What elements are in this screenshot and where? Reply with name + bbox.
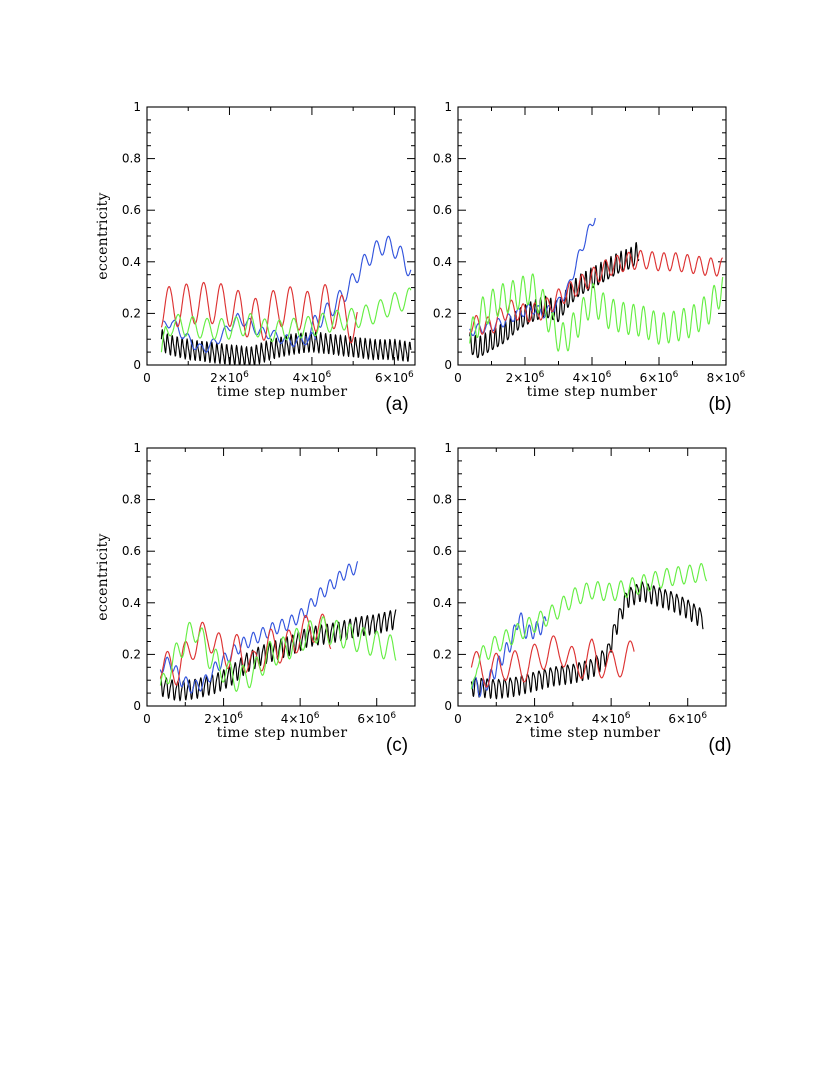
- panel-c-ylabel: eccentricity: [95, 533, 111, 621]
- panel-c-series-group: [159, 561, 397, 702]
- panel-c-ytick-label: 0.8: [122, 493, 141, 507]
- panel-a-series-red-3: [160, 281, 358, 344]
- panel-b-ytick-label: 0.8: [433, 152, 452, 166]
- panel-c: eccentricity time step number (c) 0 0.2 0.…: [95, 441, 416, 756]
- panel-c-series-green-3: [159, 616, 397, 692]
- panel-c-ytick-label: 0.2: [122, 647, 141, 661]
- panel-d-ytick-label: 0.4: [433, 596, 452, 610]
- panel-a-series-group: [160, 235, 412, 365]
- panel-a-xtick-label: 4×106: [293, 370, 332, 385]
- panel-c-xtick-label-zero: 0: [143, 712, 151, 726]
- panel-b-frame: [457, 106, 727, 366]
- panel-c-xlabel: time step number: [217, 725, 348, 741]
- panel-c-xtick-label: 6×106: [357, 711, 396, 726]
- panel-b-tag: (b): [708, 394, 731, 415]
- panel-d-ytick-label: 0.6: [433, 544, 452, 558]
- panel-d-tag: (d): [708, 735, 731, 756]
- panel-c-tag: (c): [386, 735, 408, 756]
- panel-a-ytick-label: 0.6: [122, 203, 141, 217]
- panel-d-xlabel: time step number: [530, 725, 661, 741]
- panel-d-ytick-label: 0.2: [433, 647, 452, 661]
- panel-a-ytick-label: 1: [133, 100, 141, 114]
- panel-d-xtick-label: 2×106: [515, 711, 554, 726]
- panel-c-series-blue-1: [159, 561, 359, 694]
- panel-a-ytick-label: 0.8: [122, 152, 141, 166]
- panel-b-series-red-2: [469, 249, 723, 335]
- panel-b: time step number (b) 0 0.2 0.4 0.6 0.8 1 2×106…: [433, 100, 746, 415]
- panel-a-series-blue-2: [305, 235, 412, 342]
- panel-c-ytick-label: 0.4: [122, 596, 141, 610]
- panel-a-tag: (a): [385, 394, 408, 415]
- panel-d: time step number (d) 0 0.2 0.4 0.6 0.8 1 2×106…: [433, 441, 732, 756]
- panel-b-xlabel: time step number: [527, 384, 658, 400]
- panel-d-series-green-3: [470, 563, 708, 690]
- panel-d-xtick-label: 4×106: [592, 711, 631, 726]
- panel-b-ytick-label: 0: [444, 358, 452, 372]
- panel-a-xtick-label: 6×106: [375, 370, 414, 385]
- panel-a-ylabel: eccentricity: [95, 192, 111, 280]
- panel-b-xtick-label: 2×106: [506, 370, 545, 385]
- panel-a-xlabel: time step number: [217, 384, 348, 400]
- panel-b-series-group: [469, 217, 724, 359]
- panel-c-ytick-label: 0.6: [122, 544, 141, 558]
- panel-b-xtick-label: 4×106: [573, 370, 612, 385]
- panel-a-xtick-label: 2×106: [210, 370, 249, 385]
- panel-c-ytick-label: 0: [133, 699, 141, 713]
- panel-d-ytick-label: 0: [444, 699, 452, 713]
- panel-a-ytick-label: 0.2: [122, 306, 141, 320]
- panel-c-xtick-label: 4×106: [281, 711, 320, 726]
- panel-b-xtick-label: 8×106: [707, 370, 746, 385]
- panel-a-ytick-label: 0: [133, 358, 141, 372]
- panel-b-xtick-label-zero: 0: [454, 371, 462, 385]
- panel-d-series-black-0: [470, 581, 704, 700]
- panel-b-ytick-label: 0.4: [433, 255, 452, 269]
- panel-b-series-black-0: [469, 242, 640, 359]
- panel-c-xtick-label: 2×106: [204, 711, 243, 726]
- panel-d-xtick-label-zero: 0: [454, 712, 462, 726]
- panel-b-ytick-label: 0.6: [433, 203, 452, 217]
- panel-b-ytick-label: 1: [444, 100, 452, 114]
- panel-c-frame: [146, 447, 416, 707]
- panel-a-series-green-4: [160, 287, 412, 353]
- panel-d-ytick-label: 1: [444, 441, 452, 455]
- panel-b-xtick-label: 6×106: [640, 370, 679, 385]
- panel-a-xtick-label-zero: 0: [143, 371, 151, 385]
- panel-a: eccentricity time step number (a) 0 0.2 0.…: [95, 100, 416, 415]
- panel-c-ytick-label: 1: [133, 441, 141, 455]
- panel-a-series-blue-1: [163, 312, 317, 353]
- panel-d-series-group: [470, 563, 708, 700]
- panel-d-xtick-label: 6×106: [668, 711, 707, 726]
- panel-d-ytick-label: 0.8: [433, 493, 452, 507]
- panel-b-series-green-3: [469, 273, 724, 352]
- panel-b-ytick-label: 0.2: [433, 306, 452, 320]
- panel-d-series-red-2: [470, 635, 635, 688]
- panel-a-ytick-label: 0.4: [122, 255, 141, 269]
